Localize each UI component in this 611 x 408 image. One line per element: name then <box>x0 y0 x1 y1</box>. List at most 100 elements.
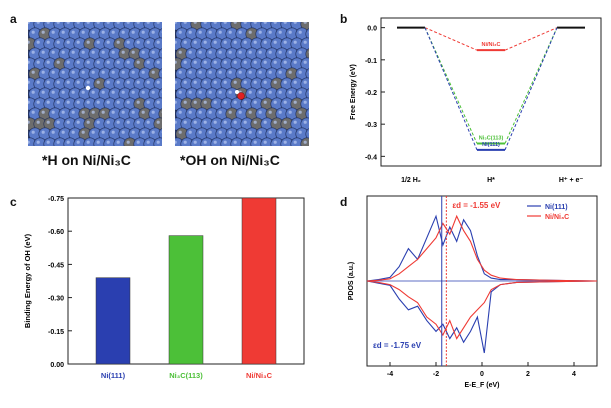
atom-highlight <box>156 22 160 24</box>
atom-highlight <box>71 130 75 134</box>
atom-highlight <box>208 130 212 134</box>
atom-highlight <box>76 140 80 144</box>
atom-highlight <box>253 100 257 104</box>
connector-line <box>504 27 558 151</box>
oxygen-atom <box>237 92 245 100</box>
atom-highlight <box>76 22 80 24</box>
atom-highlight <box>66 100 70 104</box>
atom-highlight <box>303 100 307 104</box>
atom-highlight <box>188 30 192 34</box>
pdos-plot: -4 -2 0 2 4 E-E_F (eV) PDOS (a.u.) εd = -1.55 e… <box>348 195 598 389</box>
atom-highlight <box>238 110 242 114</box>
atom-highlight <box>258 90 262 94</box>
atom-highlight <box>198 70 202 74</box>
atom-highlight <box>253 140 257 144</box>
atom-highlight <box>106 140 110 144</box>
atom-highlight <box>223 22 227 24</box>
atom-highlight <box>141 110 145 114</box>
atom-highlight <box>218 130 222 134</box>
atom-highlight <box>198 30 202 34</box>
atom-highlight <box>136 60 140 64</box>
atom-highlight <box>131 30 135 34</box>
atom-highlight <box>303 40 307 44</box>
atom-highlight <box>303 140 307 144</box>
atom-highlight <box>228 90 232 94</box>
hydrogen-atom <box>85 85 91 91</box>
atom-highlight <box>203 60 207 64</box>
atom-highlight <box>136 120 140 124</box>
atom-highlight <box>218 50 222 54</box>
atom-highlight <box>86 100 90 104</box>
atom-highlight <box>263 22 267 24</box>
nickel-atom <box>158 88 162 100</box>
atom-highlight <box>188 110 192 114</box>
atom-highlight <box>178 130 182 134</box>
atom-highlight <box>268 90 272 94</box>
atom-highlight <box>193 22 197 24</box>
atom-highlight <box>248 70 252 74</box>
atom-highlight <box>51 110 55 114</box>
atom-highlight <box>91 50 95 54</box>
y-axis-label: Binding Energy of OH (eV) <box>23 233 32 328</box>
atom-highlight <box>101 30 105 34</box>
atom-highlight <box>273 60 277 64</box>
atom-highlight <box>223 120 227 124</box>
atom-highlight <box>293 140 297 144</box>
atom-highlight <box>178 70 182 74</box>
nickel-atom <box>158 128 162 140</box>
atom-highlight <box>288 50 292 54</box>
connector-line <box>504 27 558 51</box>
atom-highlight <box>273 140 277 144</box>
x-tick-label: 0 <box>480 371 484 378</box>
atom-highlight <box>51 130 55 134</box>
atom-highlight <box>178 50 182 54</box>
atom-highlight <box>121 50 125 54</box>
atom-highlight <box>188 130 192 134</box>
atom-highlight <box>146 140 150 144</box>
atom-highlight <box>203 22 207 24</box>
atom-highlight <box>198 110 202 114</box>
atom-highlight <box>151 50 155 54</box>
atom-highlight <box>213 22 217 24</box>
atom-highlight <box>111 70 115 74</box>
bar <box>95 277 131 365</box>
atom-highlight <box>273 120 277 124</box>
atom-highlight <box>203 80 207 84</box>
atom-highlight <box>263 80 267 84</box>
atom-highlight <box>86 80 90 84</box>
atom-highlight <box>298 50 302 54</box>
atom-highlight <box>28 100 30 104</box>
atom-highlight <box>81 70 85 74</box>
atom-highlight <box>258 50 262 54</box>
atom-highlight <box>31 70 35 74</box>
atom-highlight <box>223 40 227 44</box>
atom-highlight <box>36 22 40 24</box>
y-axis-label: Free Energy (eV) <box>350 64 357 120</box>
atom-highlight <box>193 80 197 84</box>
atom-highlight <box>31 110 35 114</box>
atom-highlight <box>268 30 272 34</box>
atom-highlight <box>253 60 257 64</box>
x-tick-label: 1/2 H₂ <box>401 177 421 184</box>
pdos-spin-up-line <box>366 214 598 282</box>
atom-highlight <box>136 22 140 24</box>
atom-highlight <box>91 90 95 94</box>
atom-highlight <box>81 50 85 54</box>
atom-highlight <box>228 70 232 74</box>
atom-highlight <box>41 110 45 114</box>
atom-highlight <box>66 140 70 144</box>
atom-highlight <box>146 60 150 64</box>
atom-highlight <box>151 130 155 134</box>
atom-highlight <box>131 130 135 134</box>
x-tick-label: -4 <box>387 371 393 378</box>
atom-highlight <box>76 60 80 64</box>
atom-highlight <box>273 80 277 84</box>
atom-highlight <box>86 60 90 64</box>
atom-highlight <box>56 120 60 124</box>
atom-highlight <box>263 60 267 64</box>
atom-highlight <box>141 70 145 74</box>
atom-highlight <box>56 22 60 24</box>
atom-highlight <box>116 22 120 24</box>
atom-highlight <box>46 100 50 104</box>
atom-highlight <box>61 130 65 134</box>
